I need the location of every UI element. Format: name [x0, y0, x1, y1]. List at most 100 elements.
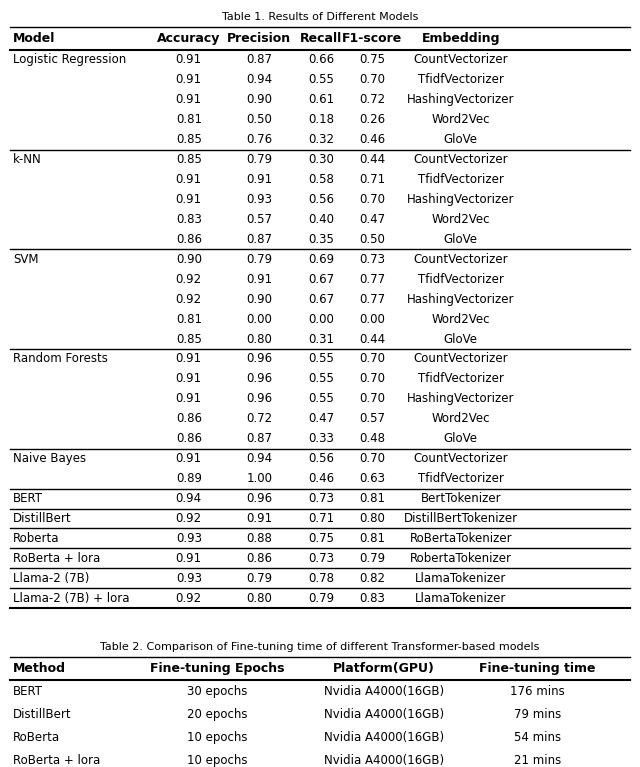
Text: TfidfVectorizer: TfidfVectorizer	[418, 472, 504, 485]
Text: HashingVectorizer: HashingVectorizer	[407, 193, 515, 206]
Text: Nvidia A4000(16GB): Nvidia A4000(16GB)	[324, 685, 444, 697]
Text: RoBerta + lora: RoBerta + lora	[13, 552, 100, 565]
Text: 0.85: 0.85	[176, 133, 202, 146]
Text: BERT: BERT	[13, 492, 43, 505]
Text: 0.76: 0.76	[246, 133, 272, 146]
Text: 0.87: 0.87	[246, 54, 272, 66]
Text: BERT: BERT	[13, 685, 43, 697]
Text: 0.71: 0.71	[308, 512, 334, 525]
Text: 0.26: 0.26	[360, 114, 385, 126]
Text: 0.79: 0.79	[246, 153, 272, 166]
Text: LlamaTokenizer: LlamaTokenizer	[415, 572, 506, 584]
Text: 0.91: 0.91	[176, 453, 202, 465]
Text: 0.18: 0.18	[308, 114, 334, 126]
Text: 0.44: 0.44	[360, 153, 385, 166]
Text: 0.91: 0.91	[176, 94, 202, 106]
Text: 0.86: 0.86	[176, 233, 202, 245]
Text: 0.93: 0.93	[176, 532, 202, 545]
Text: RobertaTokenizer: RobertaTokenizer	[410, 552, 512, 565]
Text: 0.75: 0.75	[308, 532, 334, 545]
Text: 0.33: 0.33	[308, 433, 334, 445]
Text: 0.92: 0.92	[176, 592, 202, 604]
Text: 0.91: 0.91	[176, 353, 202, 365]
Text: 0.00: 0.00	[360, 313, 385, 325]
Text: 0.71: 0.71	[360, 173, 385, 186]
Text: 0.56: 0.56	[308, 193, 334, 206]
Text: 0.46: 0.46	[360, 133, 385, 146]
Text: GloVe: GloVe	[444, 433, 478, 445]
Text: F1-score: F1-score	[342, 32, 403, 44]
Text: 0.50: 0.50	[360, 233, 385, 245]
Text: RoBertaTokenizer: RoBertaTokenizer	[410, 532, 512, 545]
Text: 0.83: 0.83	[176, 213, 202, 225]
Text: Llama-2 (7B) + lora: Llama-2 (7B) + lora	[13, 592, 129, 604]
Text: 0.93: 0.93	[176, 572, 202, 584]
Text: Word2Vec: Word2Vec	[431, 313, 490, 325]
Text: 0.77: 0.77	[360, 273, 385, 285]
Text: 0.00: 0.00	[246, 313, 272, 325]
Text: 0.57: 0.57	[246, 213, 272, 225]
Text: 0.81: 0.81	[176, 114, 202, 126]
Text: 0.87: 0.87	[246, 433, 272, 445]
Text: 0.70: 0.70	[360, 393, 385, 405]
Text: 0.70: 0.70	[360, 453, 385, 465]
Text: 0.81: 0.81	[360, 532, 385, 545]
Text: 0.91: 0.91	[176, 173, 202, 186]
Text: 0.70: 0.70	[360, 373, 385, 385]
Text: 0.58: 0.58	[308, 173, 334, 186]
Text: GloVe: GloVe	[444, 133, 478, 146]
Text: 0.91: 0.91	[246, 273, 272, 285]
Text: BertTokenizer: BertTokenizer	[420, 492, 501, 505]
Text: DistillBert: DistillBert	[13, 512, 72, 525]
Text: 0.91: 0.91	[246, 512, 272, 525]
Text: 0.48: 0.48	[360, 433, 385, 445]
Text: 0.91: 0.91	[176, 393, 202, 405]
Text: CountVectorizer: CountVectorizer	[413, 353, 508, 365]
Text: Nvidia A4000(16GB): Nvidia A4000(16GB)	[324, 731, 444, 743]
Text: Embedding: Embedding	[422, 32, 500, 44]
Text: DistillBert: DistillBert	[13, 708, 72, 720]
Text: 0.70: 0.70	[360, 353, 385, 365]
Text: 0.91: 0.91	[176, 373, 202, 385]
Text: 0.67: 0.67	[308, 273, 334, 285]
Text: Accuracy: Accuracy	[157, 32, 221, 44]
Text: LlamaTokenizer: LlamaTokenizer	[415, 592, 506, 604]
Text: 0.79: 0.79	[246, 253, 272, 265]
Text: 0.75: 0.75	[360, 54, 385, 66]
Text: 0.70: 0.70	[360, 193, 385, 206]
Text: 0.90: 0.90	[176, 253, 202, 265]
Text: Llama-2 (7B): Llama-2 (7B)	[13, 572, 89, 584]
Text: 10 epochs: 10 epochs	[188, 731, 248, 743]
Text: Random Forests: Random Forests	[13, 353, 108, 365]
Text: 0.56: 0.56	[308, 453, 334, 465]
Text: 0.47: 0.47	[360, 213, 385, 225]
Text: 0.55: 0.55	[308, 74, 334, 86]
Text: 30 epochs: 30 epochs	[188, 685, 248, 697]
Text: 0.00: 0.00	[308, 313, 334, 325]
Text: 0.70: 0.70	[360, 74, 385, 86]
Text: 0.96: 0.96	[246, 393, 272, 405]
Text: GloVe: GloVe	[444, 233, 478, 245]
Text: Precision: Precision	[227, 32, 291, 44]
Text: 0.80: 0.80	[246, 592, 272, 604]
Text: Fine-tuning Epochs: Fine-tuning Epochs	[150, 662, 285, 674]
Text: 0.79: 0.79	[308, 592, 334, 604]
Text: 0.55: 0.55	[308, 353, 334, 365]
Text: Word2Vec: Word2Vec	[431, 413, 490, 425]
Text: 0.86: 0.86	[176, 413, 202, 425]
Text: Model: Model	[13, 32, 55, 44]
Text: 0.88: 0.88	[246, 532, 272, 545]
Text: 0.91: 0.91	[176, 552, 202, 565]
Text: 0.83: 0.83	[360, 592, 385, 604]
Text: CountVectorizer: CountVectorizer	[413, 54, 508, 66]
Text: Method: Method	[13, 662, 66, 674]
Text: 0.96: 0.96	[246, 492, 272, 505]
Text: 0.91: 0.91	[176, 193, 202, 206]
Text: Nvidia A4000(16GB): Nvidia A4000(16GB)	[324, 708, 444, 720]
Text: Table 1. Results of Different Models: Table 1. Results of Different Models	[222, 12, 418, 22]
Text: Nvidia A4000(16GB): Nvidia A4000(16GB)	[324, 754, 444, 766]
Text: GloVe: GloVe	[444, 333, 478, 345]
Text: Roberta: Roberta	[13, 532, 60, 545]
Text: 0.92: 0.92	[176, 293, 202, 305]
Text: 0.92: 0.92	[176, 512, 202, 525]
